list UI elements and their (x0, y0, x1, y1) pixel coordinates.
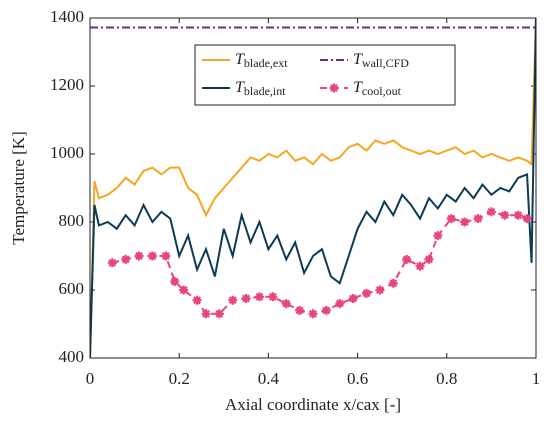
x-tick-label: 0.6 (347, 369, 368, 388)
legend: Tblade,ext Tblade,int Twall,CFD Tcool,out (194, 44, 456, 106)
marker (460, 217, 470, 227)
x-tick-label: 1 (532, 369, 541, 388)
marker (268, 292, 278, 302)
marker (201, 309, 211, 319)
marker (500, 210, 510, 220)
marker (192, 295, 202, 305)
marker (214, 309, 224, 319)
y-tick-label: 600 (59, 279, 85, 298)
marker (375, 285, 385, 295)
marker (402, 254, 412, 264)
y-tick-label: 400 (59, 347, 85, 366)
marker (486, 207, 496, 217)
series-line (112, 210, 528, 315)
legend-label: Twall,CFD (353, 51, 409, 70)
y-axis-label: Temperature [K] (9, 131, 28, 245)
marker (388, 278, 398, 288)
plot-frame (89, 17, 537, 359)
marker (446, 214, 456, 224)
marker (513, 210, 523, 220)
marker (281, 299, 291, 309)
marker (147, 251, 157, 261)
marker (433, 231, 443, 241)
marker (362, 288, 372, 298)
marker (335, 299, 345, 309)
marker (170, 277, 180, 286)
marker (415, 261, 425, 271)
marker (134, 251, 144, 261)
marker (254, 292, 264, 302)
y-tick-label: 800 (59, 211, 85, 230)
marker (348, 294, 358, 303)
x-tick-label: 0.2 (169, 369, 190, 388)
marker (473, 214, 483, 224)
marker (522, 214, 532, 224)
marker (161, 251, 171, 261)
marker (295, 305, 305, 315)
y-tick-label: 1200 (50, 75, 84, 94)
legend-label: Tblade,ext (235, 51, 288, 70)
marker (107, 258, 117, 268)
marker (321, 305, 331, 315)
legend-label: Tcool,out (353, 79, 402, 98)
legend-label: Tblade,int (235, 79, 286, 98)
x-tick-label: 0.8 (436, 369, 457, 388)
marker (424, 254, 434, 264)
marker (241, 294, 251, 303)
x-axis-label: Axial coordinate x/cax [-] (225, 395, 401, 414)
marker (308, 309, 318, 319)
series-line (90, 18, 536, 358)
legend-box (194, 44, 456, 106)
marker (179, 285, 189, 295)
marker (228, 295, 238, 305)
legend-marker (329, 83, 339, 93)
series-line (90, 18, 536, 358)
y-tick-label: 1400 (50, 7, 84, 26)
x-tick-label: 0.4 (258, 369, 280, 388)
y-tick-label: 1000 (50, 143, 84, 162)
x-tick-label: 0 (86, 369, 95, 388)
marker (121, 254, 131, 264)
